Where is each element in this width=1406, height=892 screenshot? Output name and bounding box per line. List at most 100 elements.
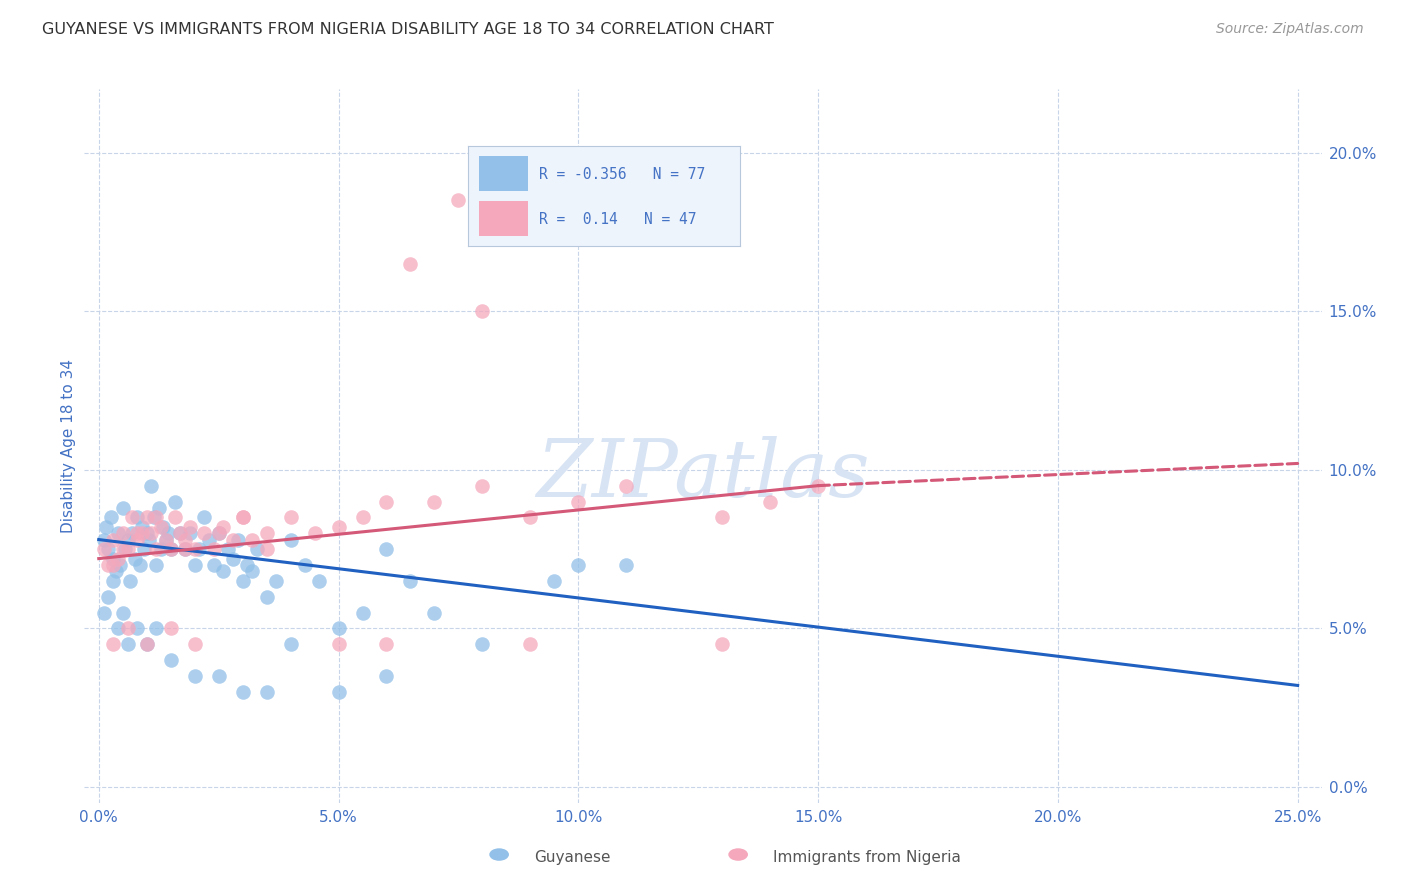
Point [232,510,254,524]
Point [212,564,235,578]
Point [145,558,167,572]
Point [101,558,124,572]
Point [150,542,173,557]
Point [183,637,205,651]
Point [100,510,122,524]
Point [107,526,129,541]
Point [155,533,177,547]
Point [217,542,239,557]
Point [134,542,156,557]
Point [232,574,254,588]
Point [256,685,278,699]
Point [165,494,187,508]
Point [519,637,541,651]
Point [208,669,231,683]
Point [352,606,374,620]
Text: Immigrants from Nigeria: Immigrants from Nigeria [773,850,962,865]
Point [159,542,181,557]
Point [174,542,197,557]
Point [256,542,278,557]
FancyBboxPatch shape [479,202,527,236]
Point [159,542,181,557]
Point [183,542,205,557]
Point [423,494,446,508]
Point [179,520,201,534]
Point [148,500,170,515]
Point [104,564,127,578]
Point [711,510,734,524]
Point [97,590,120,604]
Point [101,637,124,651]
Point [294,558,316,572]
Point [150,520,173,534]
Point [131,526,153,541]
Point [328,520,350,534]
Point [471,637,494,651]
Point [208,526,231,541]
Point [114,542,136,557]
Point [183,669,205,683]
Point [145,510,167,524]
Point [111,526,134,541]
Point [101,551,124,566]
Point [193,510,215,524]
Point [128,558,150,572]
Point [165,510,187,524]
Point [141,526,163,541]
Point [264,574,287,588]
Point [375,669,398,683]
Point [117,542,139,557]
Point [159,653,181,667]
Point [127,533,149,547]
Point [222,551,245,566]
Point [246,542,269,557]
Point [183,558,205,572]
Point [94,520,117,534]
Point [138,533,160,547]
Point [711,637,734,651]
Point [111,542,134,557]
Point [352,510,374,524]
Point [169,526,191,541]
Point [240,533,263,547]
Point [179,526,201,541]
Point [117,533,139,547]
Point [118,574,141,588]
Point [423,606,446,620]
Point [121,526,143,541]
Point [202,542,225,557]
Point [174,542,197,557]
Point [614,558,637,572]
Point [152,520,174,534]
Point [399,574,422,588]
Point [256,590,278,604]
Point [127,526,149,541]
Point [131,520,153,534]
Point [121,510,143,524]
Point [135,510,157,524]
Point [543,574,565,588]
Point [145,621,167,635]
Point [93,533,115,547]
Point [127,510,149,524]
Point [117,621,139,635]
Point [101,574,124,588]
Text: R = -0.356   N = 77: R = -0.356 N = 77 [538,167,704,182]
Point [328,621,350,635]
Point [240,564,263,578]
Point [135,637,157,651]
Point [111,606,134,620]
Point [375,494,398,508]
Point [97,558,120,572]
Point [308,574,330,588]
Point [202,558,225,572]
Point [280,637,302,651]
Point [124,551,146,566]
Point [111,500,134,515]
Point [198,533,221,547]
Point [157,526,180,541]
Point [142,510,165,524]
Point [471,304,494,318]
Point [232,685,254,699]
Point [127,621,149,635]
